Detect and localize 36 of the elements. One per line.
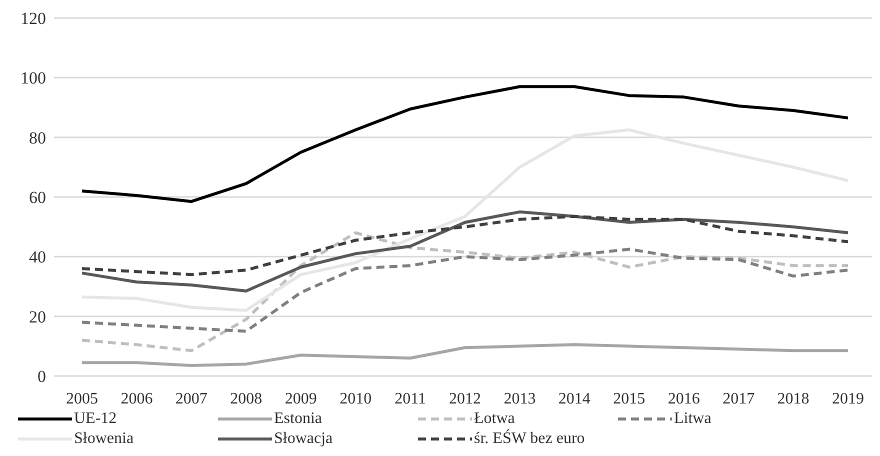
x-tick-label: 2016 bbox=[668, 390, 700, 408]
legend-label: Słowenia bbox=[74, 430, 134, 448]
line-series bbox=[80, 343, 850, 368]
legend-label: Łotwa bbox=[474, 410, 515, 428]
x-tick-label: 2012 bbox=[449, 390, 481, 408]
line-series bbox=[80, 128, 850, 312]
x-tick-label: 2007 bbox=[175, 390, 208, 408]
x-tick-label: 2006 bbox=[120, 390, 153, 408]
x-tick-label: 2011 bbox=[394, 390, 426, 408]
legend-label: Słowacja bbox=[274, 430, 333, 448]
x-tick-label: 2005 bbox=[66, 390, 98, 408]
x-tick-label: 2010 bbox=[340, 390, 372, 408]
x-tick-label: 2018 bbox=[777, 390, 810, 408]
x-tick-label: 2013 bbox=[504, 390, 536, 408]
legend-label: śr. EŚW bez euro bbox=[474, 430, 585, 448]
y-tick-label: 40 bbox=[29, 248, 46, 267]
line-series bbox=[80, 210, 850, 292]
legend-label: Litwa bbox=[674, 410, 712, 428]
y-tick-label: 0 bbox=[38, 367, 46, 386]
legend-label: UE-12 bbox=[74, 410, 117, 428]
y-tick-label: 120 bbox=[20, 9, 46, 28]
x-tick-label: 2015 bbox=[613, 390, 646, 408]
x-tick-label: 2014 bbox=[558, 390, 590, 408]
line-series bbox=[80, 231, 850, 352]
y-tick-label: 20 bbox=[29, 307, 46, 326]
y-tick-label: 100 bbox=[20, 68, 46, 88]
y-tick-label: 60 bbox=[29, 188, 46, 208]
x-tick-label: 2009 bbox=[284, 390, 317, 408]
x-tick-label: 2017 bbox=[722, 390, 755, 408]
line-series bbox=[80, 85, 850, 203]
legend-label: Estonia bbox=[274, 410, 322, 428]
line-series bbox=[80, 214, 850, 276]
x-tick-label: 2008 bbox=[230, 390, 262, 408]
line-series bbox=[80, 248, 850, 333]
y-tick-label: 80 bbox=[29, 128, 46, 148]
x-tick-label: 2019 bbox=[832, 390, 864, 408]
